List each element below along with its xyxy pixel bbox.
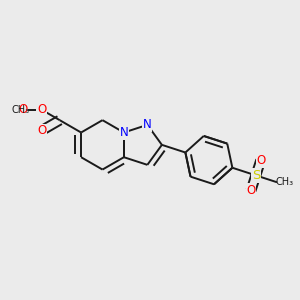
Text: CH₃: CH₃ <box>276 177 294 187</box>
Text: O: O <box>37 103 46 116</box>
Text: S: S <box>252 169 260 182</box>
Text: CH₃: CH₃ <box>12 105 30 115</box>
Text: O: O <box>37 124 46 137</box>
Text: N: N <box>119 126 128 139</box>
Text: O: O <box>256 154 265 167</box>
Text: N: N <box>143 118 152 131</box>
Text: O: O <box>246 184 256 197</box>
Text: O: O <box>18 103 28 116</box>
